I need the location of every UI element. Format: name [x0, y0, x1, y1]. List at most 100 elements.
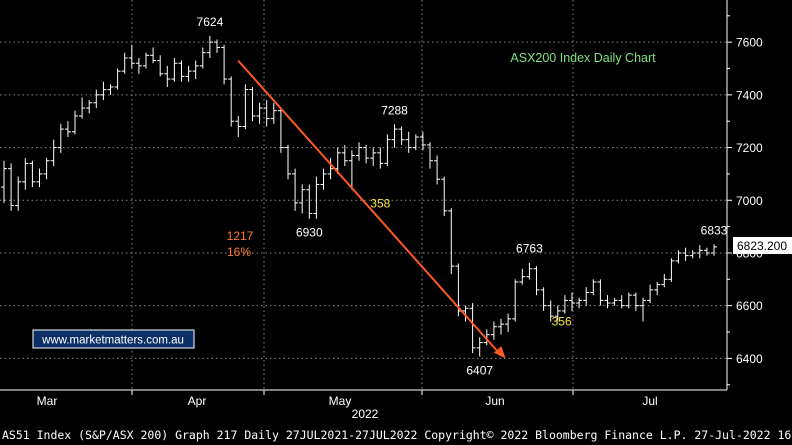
- ohlc-bar: [36, 168, 43, 188]
- price-annotation: 7288: [381, 103, 408, 117]
- x-tick-label: Jul: [642, 394, 657, 408]
- ohlc-bar: [448, 208, 455, 275]
- ohlc-bar: [632, 292, 639, 311]
- ohlc-bar: [214, 39, 220, 53]
- ohlc-bar: [427, 142, 433, 169]
- price-annotation: 358: [370, 197, 390, 211]
- ohlc-bar: [625, 292, 632, 309]
- ohlc-bar: [64, 121, 71, 138]
- ohlc-bar: [512, 279, 519, 322]
- ohlc-bar: [583, 287, 590, 306]
- ohlc-bar: [490, 321, 497, 340]
- ohlc-bar: [114, 68, 121, 90]
- ohlc-bar: [263, 100, 270, 127]
- ohlc-bar: [696, 245, 703, 259]
- ohlc-bar: [1, 160, 7, 203]
- ohlc-chart: 6400660068007000720074007600 MarAprMayJu…: [0, 0, 792, 421]
- ohlc-bar: [285, 144, 291, 180]
- ohlc-bar: [469, 303, 476, 354]
- decline-points-label: 1217: [227, 229, 254, 243]
- ohlc-bar: [157, 55, 164, 77]
- ohlc-bar: [483, 329, 490, 346]
- ohlc-bar: [611, 297, 618, 306]
- ohlc-bar: [249, 86, 256, 122]
- ohlc-bar: [647, 284, 654, 304]
- ohlc-bar: [462, 305, 469, 322]
- ohlc-bar: [256, 102, 263, 124]
- x-tick-label: Mar: [37, 394, 58, 408]
- ohlc-bar: [377, 147, 384, 169]
- ohlc-bar: [121, 52, 128, 74]
- watermark-link[interactable]: www.marketmatters.com.au: [41, 335, 184, 347]
- grid-lines: [0, 0, 727, 390]
- ohlc-bar: [100, 81, 107, 101]
- decline-arrow: [237, 59, 506, 359]
- ohlc-bar: [185, 65, 192, 82]
- ohlc-bar: [320, 168, 327, 190]
- ohlc-bar: [178, 60, 185, 82]
- ohlc-bar: [86, 100, 93, 114]
- watermark-box[interactable]: www.marketmatters.com.au: [32, 329, 195, 349]
- ohlc-bar: [419, 131, 426, 151]
- ohlc-bar: [569, 292, 575, 311]
- ohlc-bar: [711, 244, 717, 256]
- ohlc-bar: [618, 295, 625, 309]
- price-annotations: 7624 7288 6930 358 6763 6407 356 6833: [197, 15, 728, 378]
- ohlc-bar: [498, 318, 504, 335]
- ohlc-bar: [206, 35, 213, 58]
- ohlc-bar: [576, 297, 583, 309]
- ohlc-bar: [547, 300, 554, 322]
- ohlc-bar: [29, 160, 36, 188]
- x-tick-label: May: [329, 394, 352, 408]
- y-tick-label: 7200: [736, 141, 763, 155]
- x-axis-ticks: Mar Apr May Jun Jul: [0, 389, 727, 408]
- ohlc-bar: [533, 266, 540, 296]
- ohlc-bar: [654, 281, 661, 296]
- y-tick-label: 7400: [736, 88, 763, 102]
- last-price-label: 6823.200: [737, 239, 787, 253]
- arrow-head: [493, 346, 506, 359]
- ohlc-bar: [292, 168, 299, 211]
- ohlc-bar: [668, 258, 675, 282]
- chart-title: ASX200 Index Daily Chart: [510, 51, 656, 65]
- ohlc-bar: [348, 150, 355, 190]
- ohlc-bar: [235, 115, 242, 138]
- price-annotation: 7624: [197, 15, 224, 29]
- ohlc-bar: [540, 287, 547, 311]
- x-tick-label: Jun: [485, 394, 504, 408]
- price-annotation: 356: [552, 314, 572, 328]
- ohlc-bar: [341, 144, 348, 167]
- ohlc-bar: [93, 89, 100, 109]
- ohlc-bar: [135, 57, 142, 74]
- x-year-label: 2022: [352, 407, 379, 421]
- ohlc-bar: [661, 274, 668, 288]
- y-tick-label: 6600: [736, 299, 763, 313]
- ohlc-bar: [50, 139, 57, 167]
- x-tick-label: Apr: [188, 394, 207, 408]
- ohlc-bar: [682, 247, 689, 261]
- ohlc-bar: [313, 176, 320, 219]
- price-annotation: 6407: [466, 364, 493, 378]
- ohlc-bar: [171, 57, 178, 82]
- y-tick-label: 6400: [736, 352, 763, 366]
- ohlc-bar: [554, 305, 561, 322]
- ohlc-bar: [689, 250, 696, 259]
- arrow-shaft: [237, 59, 499, 353]
- ohlc-bar: [526, 262, 533, 280]
- ohlc-bar: [72, 110, 78, 135]
- ohlc-bar: [228, 76, 235, 127]
- ohlc-bar: [128, 44, 135, 69]
- ohlc-bar: [192, 60, 199, 80]
- ohlc-bar: [384, 134, 391, 167]
- ohlc-bar: [640, 297, 646, 322]
- ohlc-bar: [356, 142, 362, 161]
- ohlc-bar: [441, 176, 448, 217]
- ohlc-bar: [164, 65, 171, 87]
- ohlc-bar: [703, 247, 710, 256]
- y-axis-ticks: 6400660068007000720074007600: [727, 15, 763, 386]
- ohlc-bar: [299, 184, 306, 214]
- ohlc-bar: [15, 176, 22, 211]
- ohlc-bar: [8, 163, 15, 211]
- ohlc-bar: [22, 158, 29, 190]
- price-annotation: 6833: [701, 223, 728, 237]
